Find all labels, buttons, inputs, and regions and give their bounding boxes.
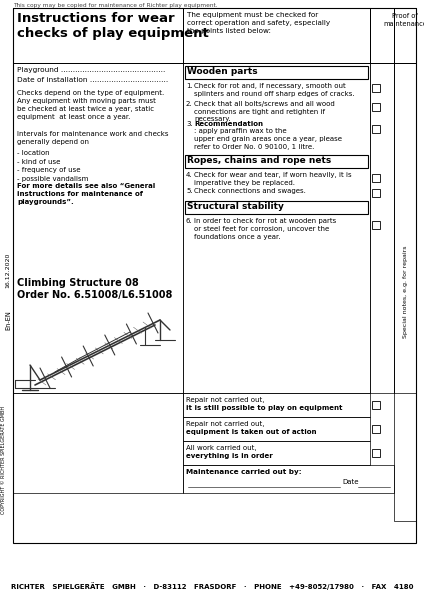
Text: Structural stability: Structural stability bbox=[187, 202, 284, 211]
Text: 3.: 3. bbox=[186, 121, 193, 127]
Text: Date of installation .................................: Date of installation ...................… bbox=[17, 77, 168, 83]
Text: 2.: 2. bbox=[186, 101, 192, 107]
Bar bbox=[185, 201, 368, 214]
Text: All work carried out,: All work carried out, bbox=[186, 445, 257, 451]
Text: Recommendation: Recommendation bbox=[194, 121, 263, 127]
Bar bbox=[372, 103, 380, 111]
Text: En-EN: En-EN bbox=[5, 310, 11, 330]
Text: Wooden parts: Wooden parts bbox=[187, 67, 258, 76]
Bar bbox=[183, 417, 370, 441]
Text: 4.: 4. bbox=[186, 172, 192, 178]
Bar bbox=[394, 8, 416, 63]
Text: 16.12.2020: 16.12.2020 bbox=[6, 253, 11, 287]
Text: Check that all bolts/screws and all wood
connections are tight and retighten if
: Check that all bolts/screws and all wood… bbox=[194, 101, 335, 122]
Bar bbox=[13, 8, 416, 543]
Bar bbox=[185, 155, 368, 168]
Bar bbox=[13, 63, 183, 393]
Text: Proof of
maintenance: Proof of maintenance bbox=[383, 13, 424, 27]
Text: RICHTER   SPIELGERÄTE   GMBH   ·   D-83112   FRASDORF   ·   PHONE   +49-8052/179: RICHTER SPIELGERÄTE GMBH · D-83112 FRASD… bbox=[11, 582, 413, 590]
Text: it is still possible to play on equipment: it is still possible to play on equipmen… bbox=[186, 405, 343, 411]
Text: Repair not carried out,: Repair not carried out, bbox=[186, 397, 265, 403]
Text: Intervals for maintenance work and checks
generally depend on: Intervals for maintenance work and check… bbox=[17, 131, 168, 145]
Text: COPYRIGHT © RICHTER SPIELGERÄTE GMBH: COPYRIGHT © RICHTER SPIELGERÄTE GMBH bbox=[2, 406, 6, 514]
Text: Playground ............................................: Playground .............................… bbox=[17, 67, 165, 73]
Text: : apply paraffin wax to the
upper end grain areas once a year, please
refer to O: : apply paraffin wax to the upper end gr… bbox=[194, 128, 342, 149]
Text: This copy may be copied for maintenance of Richter play equipment.: This copy may be copied for maintenance … bbox=[13, 3, 218, 8]
Text: Special notes, e.g. for repairs: Special notes, e.g. for repairs bbox=[402, 246, 407, 338]
Bar bbox=[394, 63, 416, 521]
Text: 1.: 1. bbox=[186, 83, 193, 89]
Bar bbox=[13, 8, 183, 63]
Bar bbox=[372, 84, 380, 92]
Bar bbox=[183, 393, 370, 417]
Text: 5.: 5. bbox=[186, 188, 192, 194]
Bar bbox=[183, 63, 370, 393]
Text: equipment is taken out of action: equipment is taken out of action bbox=[186, 429, 316, 435]
Bar bbox=[394, 63, 416, 393]
Bar bbox=[370, 63, 394, 393]
Bar bbox=[372, 174, 380, 182]
Bar bbox=[372, 449, 380, 457]
Bar bbox=[372, 221, 380, 229]
Bar bbox=[372, 125, 380, 133]
Bar bbox=[13, 393, 183, 493]
Text: everything is in order: everything is in order bbox=[186, 453, 273, 459]
Text: Checks depend on the type of equipment.
Any equipment with moving parts must
be : Checks depend on the type of equipment. … bbox=[17, 90, 164, 120]
Text: In order to check for rot at wooden parts
or steel feet for corrosion, uncover t: In order to check for rot at wooden part… bbox=[194, 218, 336, 239]
Text: The equipment must be checked for
correct operation and safety, especially
the p: The equipment must be checked for correc… bbox=[187, 12, 330, 34]
Bar bbox=[372, 425, 380, 433]
Text: Ropes, chains and rope nets: Ropes, chains and rope nets bbox=[187, 156, 331, 165]
Text: Order No. 6.51008/L6.51008: Order No. 6.51008/L6.51008 bbox=[17, 290, 173, 300]
Text: Repair not carried out,: Repair not carried out, bbox=[186, 421, 265, 427]
Bar bbox=[183, 8, 370, 63]
Text: Climbing Structure 08: Climbing Structure 08 bbox=[17, 278, 139, 288]
Bar bbox=[370, 8, 394, 63]
Text: - location
- kind of use
- frequency of use
- possible vandalism: - location - kind of use - frequency of … bbox=[17, 150, 88, 181]
Text: Check connections and swages.: Check connections and swages. bbox=[194, 188, 306, 194]
Text: Check for wear and tear, if worn heavily, it is
imperative they be replaced.: Check for wear and tear, if worn heavily… bbox=[194, 172, 351, 186]
Text: Check for rot and, if necessary, smooth out
splinters and round off sharp edges : Check for rot and, if necessary, smooth … bbox=[194, 83, 354, 97]
Text: 6.: 6. bbox=[186, 218, 193, 224]
Bar bbox=[183, 465, 394, 493]
Bar bbox=[185, 66, 368, 79]
Text: Date: Date bbox=[342, 479, 359, 485]
Bar bbox=[372, 189, 380, 197]
Text: Instructions for wear
checks of play equipment: Instructions for wear checks of play equ… bbox=[17, 12, 209, 40]
Bar bbox=[372, 401, 380, 409]
Text: Maintenance carried out by:: Maintenance carried out by: bbox=[186, 469, 301, 475]
Text: For more details see also “General
instructions for maintenance of
playgrounds”.: For more details see also “General instr… bbox=[17, 183, 155, 205]
Bar bbox=[183, 441, 370, 465]
